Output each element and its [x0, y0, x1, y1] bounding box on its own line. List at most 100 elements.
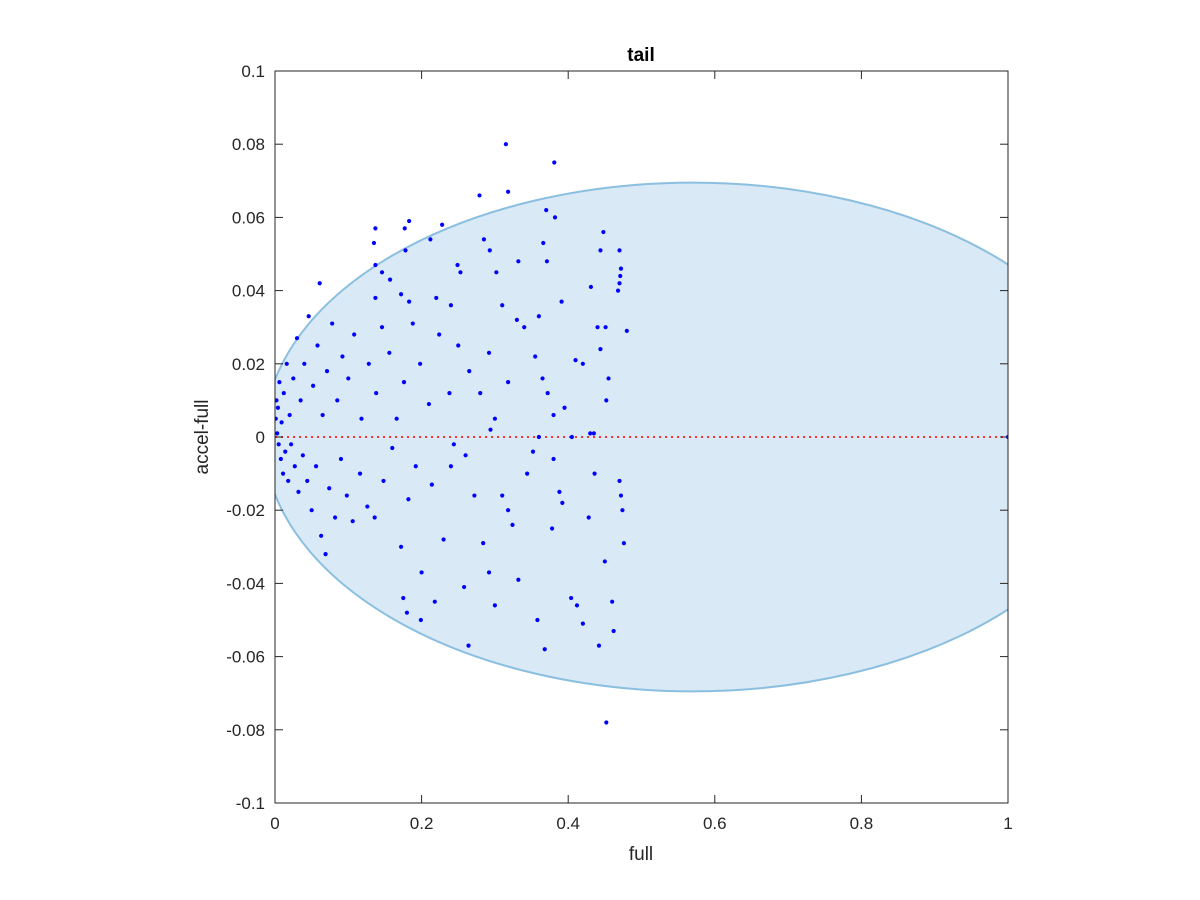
- data-point: [586, 515, 591, 520]
- data-point: [350, 519, 355, 524]
- data-point: [419, 570, 424, 575]
- data-point: [536, 434, 541, 440]
- data-point: [588, 431, 593, 436]
- data-point: [403, 248, 408, 253]
- data-point: [357, 471, 363, 476]
- data-point: [311, 383, 316, 388]
- data-point: [277, 380, 282, 385]
- data-point: [359, 416, 364, 421]
- data-point: [278, 456, 283, 462]
- data-point: [340, 354, 345, 359]
- y-tick-label: 0.08: [232, 135, 265, 154]
- data-point: [286, 478, 291, 484]
- region-layer: [275, 181, 1008, 693]
- data-point: [580, 361, 585, 366]
- x-tick-label: 1: [1003, 814, 1012, 833]
- data-point: [500, 493, 505, 498]
- fitted-ellipse-region: [275, 181, 1008, 693]
- data-point: [373, 295, 378, 301]
- y-tick-label: 0.02: [232, 355, 265, 374]
- data-point: [451, 442, 456, 447]
- data-point: [536, 314, 541, 319]
- x-ticks: 0 0.2 0.4 0.6 0.8 1: [270, 71, 1013, 833]
- data-point: [338, 456, 344, 462]
- data-point: [320, 412, 325, 418]
- data-point: [477, 193, 482, 198]
- data-point: [279, 420, 284, 425]
- data-point: [330, 321, 335, 326]
- data-point: [448, 303, 454, 308]
- data-point: [344, 493, 349, 498]
- data-point: [562, 405, 567, 410]
- data-point: [487, 248, 492, 253]
- data-point: [463, 453, 468, 458]
- data-point: [541, 240, 546, 246]
- data-point: [591, 431, 596, 436]
- data-point: [544, 207, 549, 213]
- data-point: [505, 189, 511, 194]
- data-point: [402, 226, 407, 231]
- data-point: [595, 325, 600, 330]
- data-point: [317, 281, 322, 286]
- data-point: [407, 299, 412, 304]
- y-tick-label: -0.1: [236, 794, 265, 813]
- data-point: [335, 398, 340, 403]
- data-point: [598, 347, 603, 352]
- data-point: [302, 361, 307, 366]
- chart-title: tail: [627, 45, 654, 66]
- data-point: [309, 508, 314, 513]
- data-point: [300, 453, 305, 458]
- data-point: [398, 292, 404, 297]
- data-point: [456, 343, 461, 348]
- data-point: [559, 299, 564, 304]
- data-point: [462, 584, 467, 590]
- data-point: [394, 416, 399, 421]
- y-tick-label: 0.06: [232, 208, 265, 227]
- data-point: [346, 376, 351, 381]
- data-point: [407, 218, 412, 224]
- data-point: [387, 350, 392, 355]
- data-point: [542, 647, 547, 652]
- data-point: [428, 237, 433, 242]
- data-point: [573, 358, 578, 363]
- data-point: [481, 541, 486, 546]
- data-point: [552, 160, 557, 165]
- data-point: [601, 229, 606, 235]
- data-point: [406, 497, 411, 502]
- data-point: [455, 262, 460, 268]
- data-point: [280, 471, 286, 476]
- data-point: [618, 493, 624, 498]
- data-point: [615, 288, 621, 293]
- data-point: [447, 390, 452, 396]
- data-point: [327, 486, 332, 491]
- data-point: [551, 412, 556, 418]
- data-point: [551, 456, 556, 462]
- data-point: [275, 398, 279, 403]
- data-point: [530, 449, 536, 454]
- data-point: [540, 376, 545, 381]
- data-point: [298, 398, 303, 403]
- data-point: [505, 380, 511, 385]
- data-point: [610, 599, 615, 604]
- data-point: [413, 464, 418, 469]
- data-point: [426, 401, 432, 407]
- data-point: [390, 445, 395, 451]
- data-point: [418, 617, 423, 623]
- data-point: [545, 390, 550, 396]
- y-tick-label: -0.04: [226, 574, 265, 593]
- data-point: [525, 471, 530, 476]
- data-point: [620, 508, 625, 513]
- data-point: [544, 259, 550, 264]
- data-point: [365, 504, 370, 509]
- data-point: [287, 412, 292, 418]
- data-point: [366, 361, 371, 366]
- data-point: [323, 552, 328, 557]
- y-tick-label: 0: [256, 428, 265, 447]
- data-point: [510, 522, 515, 527]
- data-point: [596, 643, 602, 648]
- x-tick-label: 0.2: [410, 814, 434, 833]
- data-point: [440, 222, 445, 227]
- data-point: [387, 277, 393, 282]
- data-point: [313, 464, 319, 469]
- data-point: [315, 343, 320, 348]
